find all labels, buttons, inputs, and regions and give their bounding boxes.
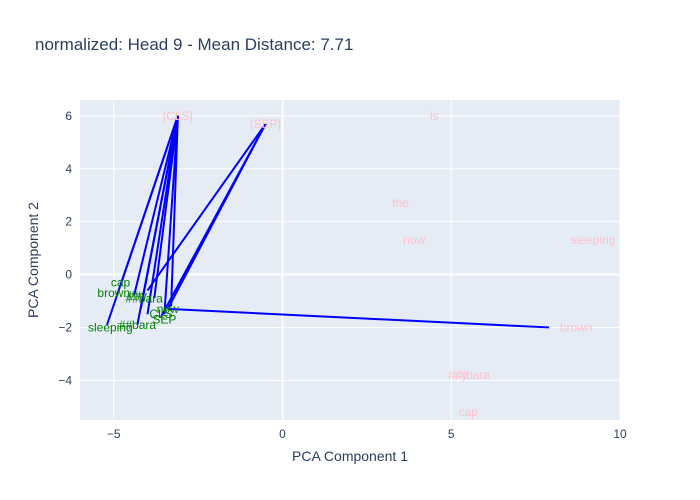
x-tick-label: 5 (448, 427, 455, 441)
source-point-label: now (157, 302, 179, 316)
source-point-label: brown (97, 286, 130, 300)
y-axis-title: PCA Component 2 (25, 202, 41, 318)
y-tick-label: 6 (65, 109, 72, 123)
y-tick-label: 0 (65, 268, 72, 282)
target-point-label: ##y (448, 368, 467, 382)
source-point-label: sleeping (88, 320, 133, 334)
y-tick-label: 2 (65, 215, 72, 229)
connection-line (160, 123, 267, 318)
connection-line (170, 115, 179, 307)
source-point-label: SEP (152, 313, 176, 327)
target-point-label: is (430, 109, 439, 123)
tick-labels: −5 0 5 10 −4 −2 0 2 4 6 (58, 109, 627, 441)
y-tick-label: −2 (58, 320, 72, 334)
source-point-label: cap (111, 275, 131, 289)
chart-title: normalized: Head 9 - Mean Distance: 7.71 (35, 35, 353, 54)
target-point-label: [CLS] (163, 109, 193, 123)
connection-line (163, 115, 179, 315)
x-tick-label: −5 (107, 427, 121, 441)
source-point-label: CLS (149, 307, 172, 321)
target-point-label: ##bara (453, 368, 491, 382)
x-axis-title: PCA Component 1 (292, 448, 408, 464)
target-point-label: now (403, 233, 425, 247)
source-point-label: ##bara (125, 291, 163, 305)
connection-line (133, 115, 179, 296)
connection-line (119, 115, 179, 286)
x-tick-label: 0 (279, 427, 286, 441)
connection-line (139, 115, 179, 310)
connection-lines (106, 115, 550, 329)
x-tick-label: 10 (613, 427, 627, 441)
y-tick-label: −4 (58, 373, 72, 387)
plot-area (80, 100, 620, 420)
y-tick-label: 4 (65, 162, 72, 176)
grid-lines (80, 100, 621, 420)
source-point-label: ##y (128, 289, 147, 303)
target-point-label: the (392, 196, 409, 210)
connection-line (146, 123, 267, 291)
target-point-label: [SEP] (250, 117, 281, 131)
source-point-label: ##bara (119, 318, 157, 332)
connection-line (153, 115, 179, 299)
connection-line (167, 307, 550, 329)
target-labels: [CLS] [SEP] is the now sleeping brown ##y##bara… (163, 109, 615, 419)
target-point-label: sleeping (571, 233, 616, 247)
target-point-label: brown (560, 320, 593, 334)
target-point-label: cap (458, 405, 478, 419)
